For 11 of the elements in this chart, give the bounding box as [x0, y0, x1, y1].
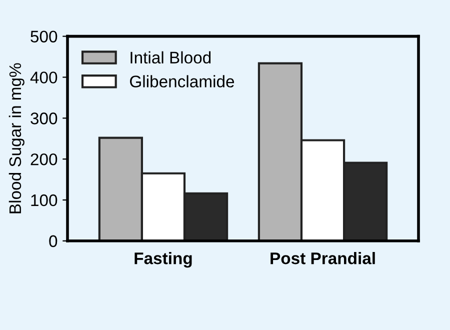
x-tick-label: Post Prandial — [270, 252, 375, 264]
x-tick-label: Fasting — [134, 252, 192, 268]
y-tick-label: 0 — [49, 235, 58, 248]
y-axis-title: Blood Sugar in mg% — [8, 63, 24, 214]
y-tick-label: 300 — [30, 112, 58, 124]
y-tick-label: 500 — [30, 30, 58, 43]
y-tick-label: 100 — [31, 194, 58, 206]
legend-label: Glibenclamide — [130, 75, 234, 88]
y-tick-label: 200 — [30, 153, 58, 166]
y-tick-label: 400 — [30, 72, 58, 84]
legend-label: Intial Blood — [130, 51, 211, 64]
